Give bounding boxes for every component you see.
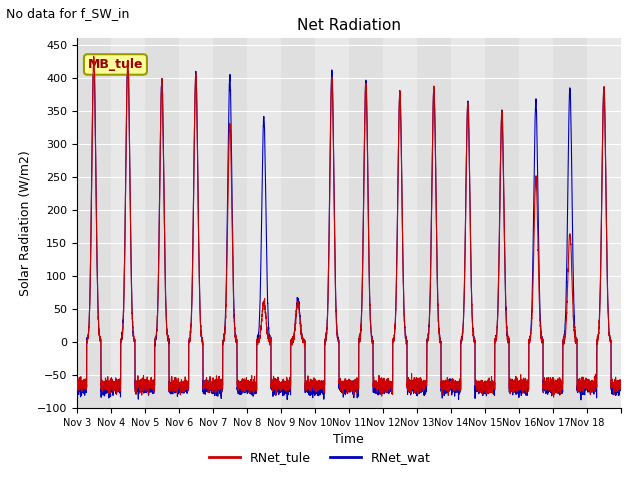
Bar <box>553 38 587 408</box>
Y-axis label: Solar Radiation (W/m2): Solar Radiation (W/m2) <box>18 150 31 296</box>
Bar <box>247 38 281 408</box>
Bar <box>587 38 621 408</box>
Bar <box>145 38 179 408</box>
X-axis label: Time: Time <box>333 433 364 446</box>
Bar <box>212 38 247 408</box>
Legend: RNet_tule, RNet_wat: RNet_tule, RNet_wat <box>204 446 436 469</box>
Bar <box>485 38 519 408</box>
Title: Net Radiation: Net Radiation <box>297 18 401 33</box>
Bar <box>281 38 315 408</box>
Bar <box>179 38 212 408</box>
Bar <box>417 38 451 408</box>
Text: No data for f_SW_in: No data for f_SW_in <box>6 7 130 20</box>
Bar <box>383 38 417 408</box>
Text: MB_tule: MB_tule <box>88 58 143 71</box>
Bar <box>451 38 485 408</box>
Bar <box>111 38 145 408</box>
Bar <box>315 38 349 408</box>
Bar <box>349 38 383 408</box>
Bar <box>77 38 111 408</box>
Bar <box>519 38 553 408</box>
